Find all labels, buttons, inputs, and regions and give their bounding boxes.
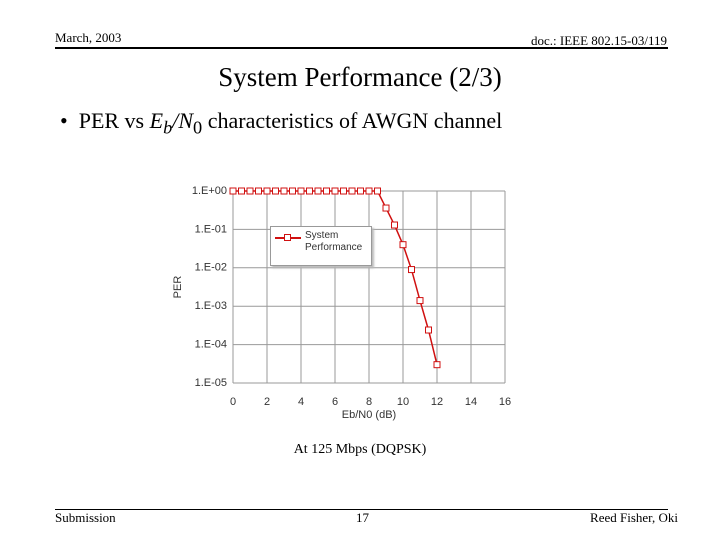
point-marker	[348, 187, 356, 195]
bullet: • PER vs Eb/N0 characteristics of AWGN c…	[60, 108, 503, 138]
point-marker	[340, 187, 347, 195]
point-marker	[246, 187, 254, 195]
y-tick-label: 1.E-03	[195, 300, 227, 312]
legend-label: System Performance	[305, 230, 363, 253]
point-marker	[331, 187, 339, 195]
point-marker	[408, 266, 415, 274]
bullet-text: E	[149, 108, 164, 133]
point-marker	[314, 187, 322, 195]
legend-marker	[284, 234, 291, 241]
point-marker	[382, 204, 390, 212]
y-tick-label: 1.E-02	[195, 262, 227, 274]
bullet-text: PER vs	[78, 108, 150, 133]
point-marker	[306, 187, 313, 195]
point-marker	[238, 187, 245, 195]
y-tick-label: 1.E+00	[192, 185, 227, 197]
y-tick-label: 1.E-04	[195, 339, 227, 351]
page-number: 17	[356, 510, 369, 525]
footer-left: Submission	[55, 510, 116, 525]
doc-id: doc.: IEEE 802.15-03/119	[531, 33, 667, 48]
point-marker	[297, 187, 305, 195]
caption: At 125 Mbps (DQPSK)	[293, 442, 427, 457]
bullet-text: b	[163, 117, 173, 138]
chart: 1.E+00 1.E-01 1.E-02 1.E-03 1.E-04 1.E-050 2 4 6…	[172, 185, 511, 421]
x-tick-label: 12	[431, 396, 443, 408]
point-marker	[425, 326, 432, 334]
bullet-text: 0	[193, 117, 203, 138]
point-marker	[263, 187, 271, 195]
x-tick-label: 16	[499, 396, 511, 408]
header-rule	[55, 47, 668, 49]
bullet-text: characteristics of AWGN channel	[202, 108, 503, 133]
x-tick-label: 6	[332, 396, 338, 408]
point-marker	[416, 297, 424, 305]
point-marker	[229, 187, 237, 195]
slide-title: System Performance (2/3)	[218, 62, 502, 92]
point-marker	[289, 187, 296, 195]
point-marker	[280, 187, 288, 195]
y-axis-label: PER	[172, 276, 184, 299]
x-tick-label: 4	[298, 396, 304, 408]
point-marker	[399, 241, 407, 249]
point-marker	[323, 187, 330, 195]
y-tick-label: 1.E-05	[195, 377, 227, 389]
point-marker	[391, 221, 398, 229]
point-marker	[272, 187, 279, 195]
y-tick-label: 1.E-01	[195, 223, 227, 235]
point-marker	[255, 187, 262, 195]
bullet-text: /N	[172, 108, 194, 133]
x-tick-label: 14	[465, 396, 477, 408]
point-marker	[365, 187, 373, 195]
x-tick-label: 10	[397, 396, 409, 408]
point-marker	[357, 187, 364, 195]
footer-right: Reed Fisher, Oki	[590, 510, 678, 525]
point-marker	[374, 187, 381, 195]
footer-rule	[55, 509, 668, 510]
x-tick-label: 0	[230, 396, 236, 408]
x-tick-label: 2	[264, 396, 270, 408]
date: March, 2003	[55, 30, 122, 45]
x-axis-label: Eb/N0 (dB)	[342, 409, 396, 421]
legend: System Performance	[270, 226, 372, 266]
x-tick-label: 8	[366, 396, 372, 408]
point-marker	[433, 361, 441, 369]
